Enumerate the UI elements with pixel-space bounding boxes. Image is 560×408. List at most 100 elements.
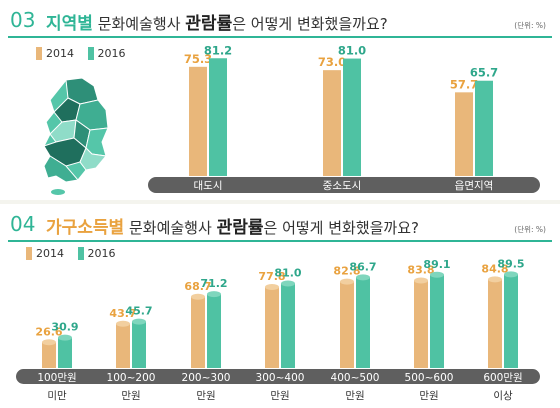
category-label-sub: 만원 [196,390,215,402]
data-label-2016: 30.9 [51,321,78,334]
south-korea-map-icon [43,77,109,195]
category-label: 100~200 [107,372,156,384]
section-title: 지역별 문화예술행사 관람률은 어떻게 변화했을까요? [46,9,388,34]
data-label-2014: 75.3 [184,52,212,66]
bar-top-2014 [116,320,130,327]
section-header: 04 가구소득별 문화예술행사 관람률은 어떻게 변화했을까요? (단위: %) [8,210,552,242]
data-label-2014: 73.0 [318,55,346,69]
bar-top-2016 [504,271,518,278]
category-label-sub: 미만 [47,390,67,402]
data-label-2014: 57.7 [450,77,478,91]
bar-2016 [281,283,295,368]
bar-2014 [340,281,354,368]
category-label: 300~400 [256,372,305,384]
data-label-2016: 81.0 [274,267,301,280]
data-label-2016: 89.1 [423,258,450,271]
section-number: 04 [10,212,36,236]
title-mid: 문화예술행사 [128,219,212,237]
bar-top-2016 [58,334,72,341]
bar-2014 [191,296,205,368]
bar-2014 [323,70,341,176]
bar-2016 [132,321,146,368]
section-number: 03 [10,8,36,32]
data-label-2016: 89.5 [497,257,524,270]
data-label-2014: 82.8 [333,265,360,278]
title-end: 은 어떻게 변화했을까요? [232,15,388,33]
bar-2016 [207,294,221,368]
category-label: 500~600 [405,372,454,384]
category-label: 600만원 [483,372,522,384]
category-label: 읍면지역 [455,180,494,192]
category-label-sub: 이상 [493,390,513,402]
title-strong: 관람률 [185,14,233,34]
bar-top-2014 [265,283,279,290]
category-axis-bar [16,369,540,384]
bar-top-2016 [207,291,221,298]
unit-label: (단위: %) [514,21,546,30]
unit-label: (단위: %) [514,225,546,234]
category-label: 200~300 [182,372,231,384]
data-label-2016: 81.2 [204,43,232,57]
data-label-2014: 84.8 [481,262,508,275]
legend: 2014 2016 [26,246,126,260]
data-label-2014: 83.8 [407,263,434,276]
bar-top-2014 [414,277,428,284]
title-end: 은 어떻게 변화했을까요? [263,219,420,237]
legend-swatch-2014 [36,46,42,60]
category-label-sub: 만원 [270,390,289,402]
bar-2014 [488,279,502,368]
bar-top-2016 [132,318,146,325]
section-header: 03 지역별 문화예술행사 관람률은 어떻게 변화했을까요? (단위: %) [8,6,552,38]
region-panel: 03 지역별 문화예술행사 관람률은 어떻게 변화했을까요? (단위: %) 2… [0,0,560,200]
category-label-sub: 만원 [419,390,438,402]
income-panel: 04 가구소득별 문화예술행사 관람률은 어떻게 변화했을까요? (단위: %)… [0,204,560,408]
legend-label-2016: 2016 [97,46,126,60]
data-label-2014: 43.7 [109,307,136,320]
bar-2016 [58,337,72,368]
bar-2016 [356,277,370,368]
bar-2016 [343,58,361,176]
data-label-2016: 81.0 [338,44,366,58]
legend-label-2014: 2014 [36,246,64,260]
bar-top-2014 [488,276,502,283]
bar-2014 [116,323,130,368]
bar-top-2014 [191,293,205,300]
category-label: 중소도시 [323,180,362,192]
bar-2016 [430,274,444,368]
legend-swatch-2016 [77,246,84,260]
data-label-2016: 86.7 [349,260,376,273]
legend-label-2014: 2014 [46,46,74,60]
data-label-2016: 71.2 [200,277,227,290]
title-strong: 관람률 [216,218,264,238]
bar-2016 [209,58,227,177]
legend-label-2016: 2016 [87,246,116,260]
bar-top-2016 [430,271,444,278]
section-title: 가구소득별 문화예술행사 관람률은 어떻게 변화했을까요? [46,213,419,238]
bar-2014 [42,342,56,368]
bar-2014 [414,280,428,368]
category-label-sub: 만원 [121,390,140,402]
bar-top-2016 [356,274,370,281]
bar-top-2014 [340,278,354,285]
data-label-2014: 26.6 [35,325,62,338]
title-mid: 문화예술행사 [97,15,181,33]
title-highlight: 지역별 [46,14,93,34]
region-bar-chart: 75.381.2 대도시 73.081.0 중소도시 57.765.7 읍면지역 [148,43,540,193]
bar-2014 [265,286,279,368]
data-label-2014: 77.8 [258,270,285,283]
data-label-2014: 68.7 [184,280,211,293]
data-label-2016: 65.7 [470,66,498,80]
category-label-sub: 만원 [345,390,364,402]
legend: 2014 2016 [36,46,136,60]
legend-swatch-2014 [26,246,32,260]
data-label-2016: 45.7 [125,305,152,318]
category-label: 대도시 [194,180,223,192]
title-highlight: 가구소득별 [46,218,125,238]
bar-2016 [475,80,493,176]
bar-top-2014 [42,339,56,346]
category-label: 100만원 [37,372,76,384]
legend-swatch-2016 [87,46,94,60]
bar-2014 [189,66,207,176]
bar-2014 [455,92,473,176]
